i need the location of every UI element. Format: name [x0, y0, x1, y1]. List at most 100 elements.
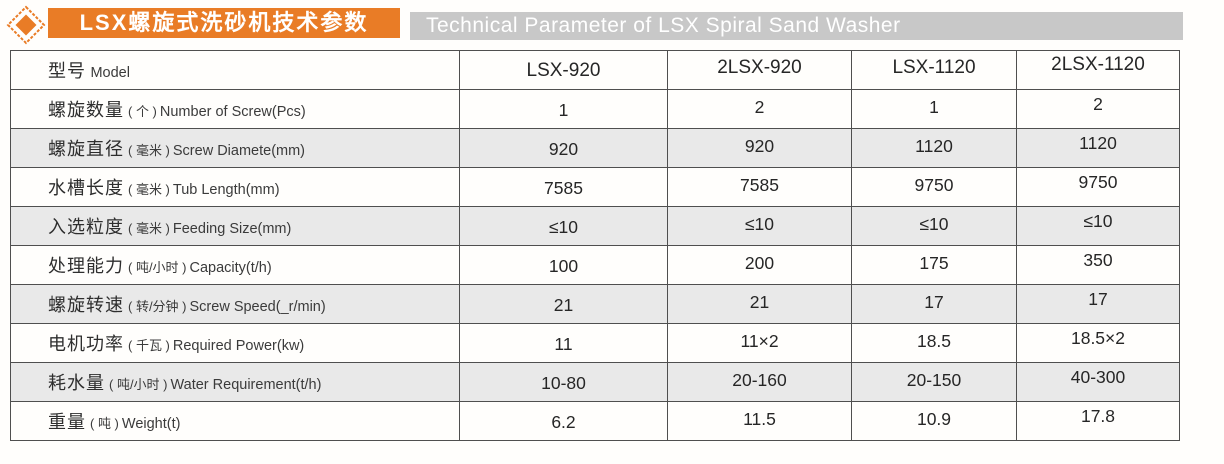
cell-value: ≤10 — [459, 206, 668, 246]
table-row: 处理能力 ( 吨/小时 ) Capacity(t/h) 100 200 175 350 — [10, 245, 1180, 285]
table-row: 耗水量 ( 吨/小时 ) Water Requirement(t/h) 10-80 20… — [10, 362, 1180, 402]
row-label-zh: 电机功率 — [48, 334, 124, 354]
cell-value-text: ≤10 — [1083, 210, 1113, 231]
cell-value-text: 2 — [754, 96, 765, 117]
page-title-english: Technical Parameter of LSX Spiral Sand W… — [410, 12, 1183, 40]
cell-value: 1120 — [851, 128, 1017, 168]
cell-value-text: 11×2 — [740, 330, 779, 351]
row-label-cell: 螺旋直径 ( 毫米 ) Screw Diamete(mm) — [10, 128, 460, 168]
parameters-table: 型号 Model LSX-920 2LSX-920 LSX-1120 2LSX-… — [10, 50, 1180, 441]
table-row: 入选粒度 ( 毫米 ) Feeding Size(mm) ≤10 ≤10 ≤10 ≤10 — [10, 206, 1180, 246]
cell-value-text: 21 — [553, 294, 574, 315]
column-header: 2LSX-920 — [667, 50, 852, 90]
row-label-unit: ( 转/分钟 ) — [128, 299, 187, 314]
cell-value: 21 — [459, 284, 668, 324]
row-label-cell: 电机功率 ( 千瓦 ) Required Power(kw) — [10, 323, 460, 363]
table-row: 螺旋直径 ( 毫米 ) Screw Diamete(mm) 920 920 1120 112… — [10, 128, 1180, 168]
row-label-en: Required Power(kw) — [172, 338, 305, 354]
cell-value-text: 1 — [558, 99, 569, 120]
cell-value-text: 7585 — [544, 177, 583, 198]
row-label-unit: ( 毫米 ) — [128, 182, 170, 197]
cell-value-text: 2 — [1093, 93, 1103, 114]
cell-value-text: 200 — [744, 252, 775, 273]
cell-value-text: 7585 — [740, 174, 779, 195]
cell-value: 175 — [851, 245, 1017, 285]
row-label-en: Tub Length(mm) — [172, 182, 280, 198]
cell-value-text: 10-80 — [541, 372, 586, 393]
cell-value: ≤10 — [667, 206, 852, 246]
row-label-en: Screw Speed(_r/min) — [189, 299, 326, 315]
cell-value: 11.5 — [667, 401, 852, 441]
row-label-zh: 重量 — [48, 412, 86, 432]
row-label-cell: 入选粒度 ( 毫米 ) Feeding Size(mm) — [10, 206, 460, 246]
cell-value: 17 — [851, 284, 1017, 324]
row-label-en: Capacity(t/h) — [189, 260, 272, 276]
cell-value-text: 920 — [744, 135, 775, 156]
row-label-unit: ( 毫米 ) — [128, 143, 170, 158]
model-label-zh: 型号 — [48, 61, 86, 81]
cell-value: 920 — [667, 128, 852, 168]
cell-value: 18.5×2 — [1016, 323, 1180, 363]
cell-value-text: 20-150 — [906, 369, 962, 390]
row-label-zh: 螺旋转速 — [48, 295, 124, 315]
cell-value: 1 — [459, 89, 668, 129]
cell-value-text: 175 — [919, 252, 949, 273]
row-label-unit: ( 千瓦 ) — [128, 338, 170, 353]
diamond-icon-svg — [6, 5, 46, 45]
cell-value-text: 18.5 — [916, 330, 952, 351]
cell-value: 40-300 — [1016, 362, 1180, 402]
column-header: LSX-920 — [459, 50, 668, 90]
column-header: LSX-1120 — [851, 50, 1017, 90]
row-label-cell: 耗水量 ( 吨/小时 ) Water Requirement(t/h) — [10, 362, 460, 402]
cell-value-text: 6.2 — [551, 411, 576, 432]
column-header-text: LSX-920 — [526, 60, 601, 81]
row-label-cell: 处理能力 ( 吨/小时 ) Capacity(t/h) — [10, 245, 460, 285]
table-body: 螺旋数量( 个 ) Number of Screw(Pcs) 1 2 1 2 螺旋直径( 毫… — [10, 89, 1180, 441]
cell-value: 10.9 — [851, 401, 1017, 441]
cell-value: 100 — [459, 245, 668, 285]
row-label-unit: ( 毫米 ) — [128, 221, 170, 236]
page-title-chinese: LSX螺旋式洗砂机技术参数 — [48, 8, 400, 38]
cell-value: 2 — [1016, 89, 1180, 129]
cell-value: 1 — [851, 89, 1017, 129]
model-label-en: Model — [90, 65, 130, 81]
cell-value-text: 1 — [929, 96, 939, 117]
row-label-en: Feeding Size(mm) — [172, 221, 292, 237]
cell-value-text: ≤10 — [919, 213, 949, 234]
row-label-cell: 螺旋转速 ( 转/分钟 ) Screw Speed(_r/min) — [10, 284, 460, 324]
cell-value: 7585 — [459, 167, 668, 207]
row-label-unit: ( 个 ) — [128, 104, 157, 119]
cell-value-text: 21 — [749, 291, 770, 312]
row-label-zh: 耗水量 — [48, 373, 105, 393]
model-label-cell: 型号 Model — [10, 50, 460, 90]
cell-value: 11 — [459, 323, 668, 363]
cell-value-text: 17.8 — [1080, 405, 1116, 426]
row-label-cell: 重量 ( 吨 ) Weight(t) — [10, 401, 460, 441]
diamond-icon — [6, 4, 46, 46]
row-label-cell: 水槽长度 ( 毫米 ) Tub Length(mm) — [10, 167, 460, 207]
cell-value: 1120 — [1016, 128, 1180, 168]
row-label-unit: ( 吨/小时 ) — [128, 260, 187, 275]
table-row: 重量 ( 吨 ) Weight(t) 6.2 11.5 10.9 17.8 — [10, 401, 1180, 441]
cell-value-text: 10.9 — [916, 408, 952, 429]
row-label-en: Number of Screw(Pcs) — [159, 104, 306, 120]
row-label-zh: 入选粒度 — [48, 217, 124, 237]
cell-value-text: 11.5 — [743, 408, 776, 429]
cell-value-text: 1120 — [1079, 132, 1117, 153]
row-label-zh: 螺旋直径 — [48, 139, 124, 159]
cell-value: 7585 — [667, 167, 852, 207]
cell-value-text: 20-160 — [732, 369, 787, 390]
row-label-zh: 处理能力 — [48, 256, 124, 276]
row-label-en: Water Requirement(t/h) — [170, 377, 322, 393]
row-label-en: Screw Diamete(mm) — [172, 143, 306, 159]
cell-value-text: 17 — [1088, 288, 1108, 309]
table-row: 水槽长度 ( 毫米 ) Tub Length(mm) 7585 7585 9750 9750 — [10, 167, 1180, 207]
cell-value: 9750 — [1016, 167, 1180, 207]
cell-value-text: ≤10 — [744, 213, 775, 234]
cell-value-text: 18.5×2 — [1070, 327, 1125, 348]
cell-value-text: 920 — [548, 138, 579, 159]
cell-value: 920 — [459, 128, 668, 168]
cell-value-text: 1120 — [915, 135, 953, 156]
row-label-cell: 螺旋数量 ( 个 ) Number of Screw(Pcs) — [10, 89, 460, 129]
